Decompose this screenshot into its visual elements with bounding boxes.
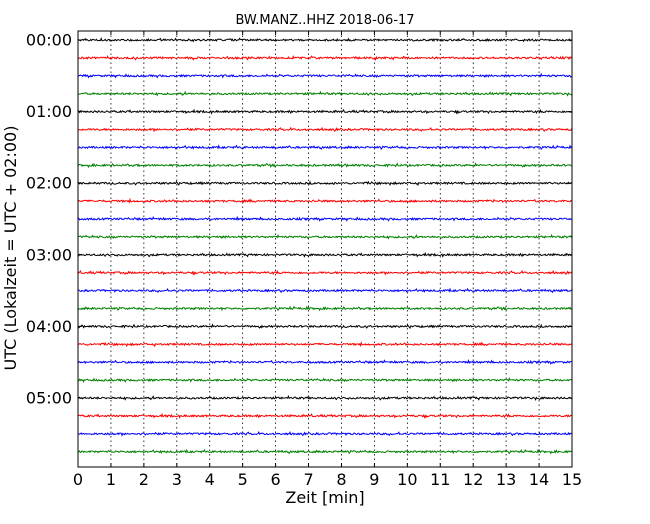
x-tick-label: 13 (496, 470, 516, 489)
seismic-trace (77, 287, 572, 294)
seismic-trace (77, 448, 572, 455)
x-tick-label: 7 (303, 470, 313, 489)
seismic-trace (77, 377, 572, 383)
x-tick-label: 9 (369, 470, 379, 489)
x-tick-label: 6 (271, 470, 281, 489)
seismic-trace (77, 412, 572, 420)
y-tick-label: 04:00 (26, 317, 72, 336)
seismic-trace (77, 197, 572, 204)
seismic-trace (77, 162, 572, 169)
x-tick-label: 10 (397, 470, 417, 489)
seismic-trace (77, 126, 573, 133)
seismic-trace (77, 215, 572, 222)
seismic-trace (77, 269, 573, 276)
chart-title: BW.MANZ..HHZ 2018-06-17 (235, 13, 414, 28)
x-tick-label: 0 (73, 470, 83, 489)
seismic-trace (77, 251, 572, 258)
seismic-trace (77, 144, 573, 151)
x-tick-label: 12 (463, 470, 483, 489)
x-tick-label: 5 (238, 470, 248, 489)
y-tick-label: 01:00 (26, 102, 72, 121)
y-axis-label: UTC (Lokalzeit = UTC + 02:00) (1, 126, 20, 371)
x-tick-label: 2 (139, 470, 149, 489)
y-tick-label: 00:00 (26, 31, 72, 50)
y-tick-label: 05:00 (26, 389, 72, 408)
x-axis-label: Zeit [min] (285, 488, 364, 507)
seismic-trace (77, 233, 573, 240)
plot-frame (77, 30, 573, 468)
grid-lines (110, 31, 540, 467)
x-tick-label: 11 (430, 470, 450, 489)
x-tick-label: 1 (106, 470, 116, 489)
x-tick-label: 4 (205, 470, 215, 489)
y-tick-label: 03:00 (26, 245, 72, 264)
x-axis: 0 1 2 3 4 5 6 7 8 9 10 11 12 13 14 15 (73, 31, 582, 489)
x-tick-label: 15 (562, 470, 582, 489)
traces (77, 37, 573, 455)
seismic-trace (77, 108, 572, 115)
y-tick-label: 02:00 (26, 174, 72, 193)
x-tick-label: 8 (336, 470, 346, 489)
seismic-trace (77, 90, 572, 97)
seismic-trace (77, 180, 572, 187)
x-tick-label: 14 (529, 470, 549, 489)
seismic-trace (77, 37, 572, 43)
seismic-trace (77, 340, 572, 348)
y-axis: 00:00 01:00 02:00 03:00 04:00 05:00 (26, 31, 572, 408)
seismic-trace (77, 430, 572, 437)
seismic-trace (77, 394, 572, 401)
x-tick-label: 3 (172, 470, 182, 489)
seismic-trace (77, 72, 572, 79)
seismic-trace (77, 305, 572, 312)
seismic-trace (77, 323, 572, 330)
seismic-trace (77, 358, 572, 365)
seismic-trace (77, 54, 572, 62)
